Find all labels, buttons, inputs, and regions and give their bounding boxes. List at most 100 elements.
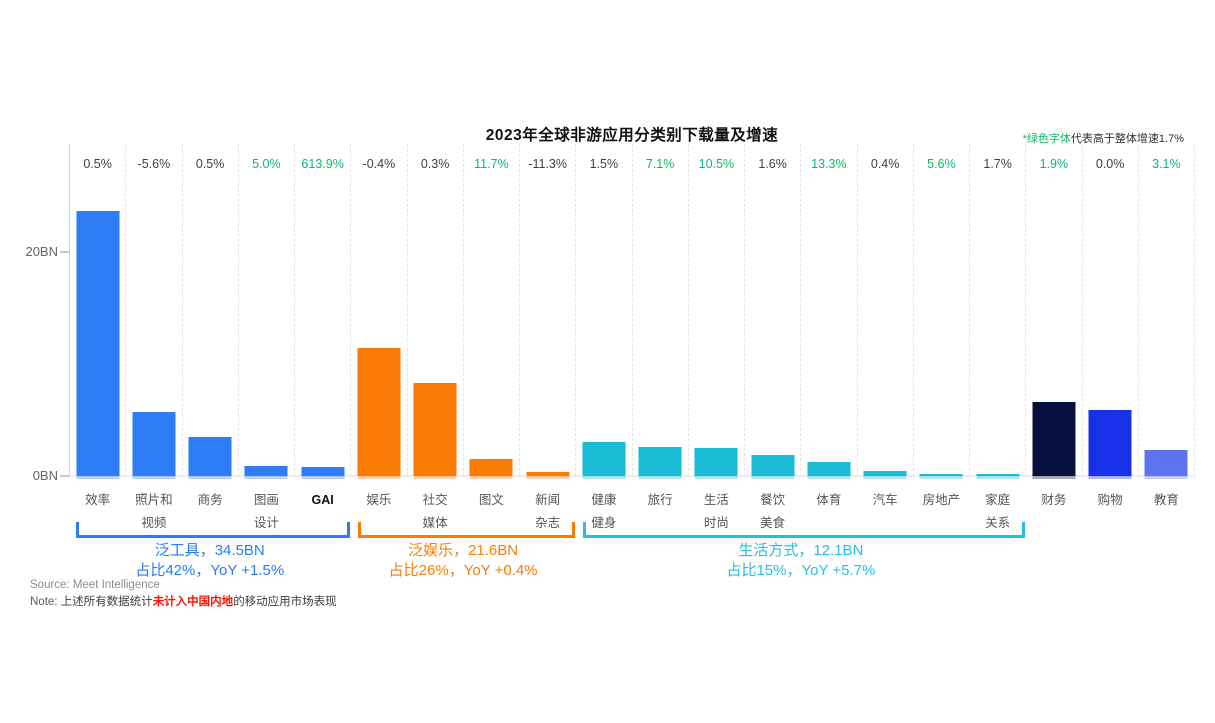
category-label-line: 设计 bbox=[253, 516, 279, 530]
category-label-line: GAI bbox=[311, 493, 334, 507]
bar bbox=[919, 474, 963, 479]
growth-label: 0.5% bbox=[83, 157, 112, 171]
category-column: 0.0% 购物 bbox=[1081, 144, 1138, 507]
legend-note-green: *绿色字体 bbox=[1022, 133, 1071, 145]
group-label: 生活方式，12.1BN 占比15%，YoY +5.7% bbox=[583, 541, 1019, 581]
category-column: -11.3% 新闻 杂志 bbox=[519, 144, 575, 530]
category-label-line: 图文 bbox=[478, 493, 504, 507]
bar bbox=[244, 466, 288, 479]
growth-label: -11.3% bbox=[528, 157, 567, 171]
category-label-line: 旅行 bbox=[647, 493, 673, 507]
bar bbox=[357, 348, 401, 479]
category-column: 1.7% 家庭 关系 bbox=[969, 144, 1025, 530]
bar bbox=[1144, 450, 1188, 479]
category-label-line: 杂志 bbox=[535, 516, 561, 530]
bar bbox=[976, 474, 1020, 479]
category-label: 旅行 bbox=[624, 489, 697, 512]
category-label: 购物 bbox=[1074, 489, 1147, 512]
source-text: Source: Meet Intelligence bbox=[30, 579, 160, 591]
growth-label: 1.9% bbox=[1039, 157, 1069, 171]
category-label: 生活 时尚 bbox=[680, 489, 753, 535]
category-label-line: 视频 bbox=[141, 516, 167, 530]
group-label: 泛娱乐，21.6BN 占比26%，YoY +0.4% bbox=[358, 541, 569, 581]
category-label-line: 美食 bbox=[760, 516, 786, 530]
category-label: GAI bbox=[286, 489, 359, 512]
category-label: 餐饮 美食 bbox=[736, 489, 809, 535]
growth-label: 11.7% bbox=[474, 157, 509, 171]
bar bbox=[582, 442, 626, 479]
group-label: 泛工具，34.5BN 占比42%，YoY +1.5% bbox=[76, 541, 344, 581]
bar bbox=[413, 383, 457, 479]
category-label: 财务 bbox=[1017, 489, 1090, 512]
group-title: 泛工具，34.5BN bbox=[154, 542, 265, 559]
category-label-line: 娱乐 bbox=[366, 493, 392, 507]
category-column: 0.5% 效率 bbox=[69, 144, 125, 507]
growth-label: 10.5% bbox=[698, 157, 735, 171]
y-tick-label: 20BN bbox=[25, 243, 58, 259]
category-column: 7.1% 旅行 bbox=[631, 144, 688, 507]
category-column: 13.3% 体育 bbox=[800, 144, 856, 507]
category-label: 健康 健身 bbox=[567, 489, 640, 535]
y-tick-label: 0BN bbox=[32, 468, 58, 483]
category-label: 新闻 杂志 bbox=[511, 489, 584, 535]
footnote: Note: 上述所有数据统计未计入中国内地的移动应用市场表现 bbox=[30, 593, 337, 609]
category-label-line: 财务 bbox=[1041, 493, 1067, 507]
y-tick bbox=[60, 250, 69, 253]
category-label-line: 媒体 bbox=[422, 516, 448, 530]
category-label-line: 图画 bbox=[253, 493, 279, 507]
group-title: 生活方式，12.1BN bbox=[738, 542, 864, 559]
category-label: 体育 bbox=[792, 489, 865, 512]
category-label-line: 汽车 bbox=[872, 493, 898, 507]
bar bbox=[301, 467, 345, 479]
category-label-line: 生活 bbox=[703, 493, 729, 507]
footnote-pre: 上述所有数据统计 bbox=[60, 596, 153, 608]
category-column: 5.0% 图画 设计 bbox=[237, 144, 294, 530]
category-label-line: 体育 bbox=[816, 493, 842, 507]
bar bbox=[807, 462, 851, 479]
growth-label: 0.3% bbox=[420, 157, 450, 171]
category-column: -0.4% 娱乐 bbox=[350, 144, 406, 507]
group-bracket bbox=[357, 522, 575, 538]
category-label-line: 健身 bbox=[591, 516, 617, 530]
category-label: 房地产 bbox=[905, 489, 978, 512]
y-tick bbox=[60, 475, 69, 477]
growth-label: -0.4% bbox=[362, 157, 396, 171]
category-label-line: 商务 bbox=[197, 493, 223, 507]
category-column: 1.9% 财务 bbox=[1025, 144, 1081, 507]
category-label: 家庭 关系 bbox=[961, 489, 1034, 535]
category-label: 娱乐 bbox=[342, 489, 415, 512]
category-column: 0.5% 商务 bbox=[181, 144, 238, 507]
growth-label: 5.6% bbox=[927, 157, 956, 171]
category-label-line: 房地产 bbox=[922, 493, 961, 507]
bar bbox=[863, 471, 907, 479]
category-column: 10.5% 生活 时尚 bbox=[687, 144, 744, 530]
growth-label: 1.5% bbox=[589, 157, 619, 171]
growth-label: 7.1% bbox=[645, 157, 675, 171]
legend-note-rest: 代表高于整体增速1.7% bbox=[1070, 133, 1184, 145]
category-column: 5.6% 房地产 bbox=[912, 144, 969, 507]
bar bbox=[694, 448, 738, 479]
category-label: 照片和 视频 bbox=[117, 489, 190, 535]
category-column: -5.6% 照片和 视频 bbox=[125, 144, 181, 530]
category-label-line: 关系 bbox=[985, 516, 1011, 530]
category-column: 11.7% 图文 bbox=[462, 144, 519, 507]
group-stats: 占比42%，YoY +1.5% bbox=[135, 562, 285, 579]
category-label: 图文 bbox=[455, 489, 528, 512]
category-column: 1.5% 健康 健身 bbox=[575, 144, 631, 530]
category-column: 0.3% 社交 媒体 bbox=[406, 144, 463, 530]
growth-label: 1.6% bbox=[758, 157, 787, 171]
bar bbox=[751, 455, 795, 479]
category-label-line: 效率 bbox=[85, 493, 111, 507]
bar bbox=[188, 437, 232, 479]
group-bracket bbox=[76, 522, 350, 538]
group-title: 泛娱乐，21.6BN bbox=[408, 542, 519, 559]
category-label: 效率 bbox=[61, 489, 134, 512]
category-label-line: 餐饮 bbox=[760, 493, 786, 507]
category-label-line: 家庭 bbox=[985, 493, 1011, 507]
category-column: 0.4% 汽车 bbox=[856, 144, 913, 507]
bar bbox=[132, 412, 176, 479]
chart-title: 2023年全球非游应用分类别下载量及增速 bbox=[485, 127, 779, 144]
